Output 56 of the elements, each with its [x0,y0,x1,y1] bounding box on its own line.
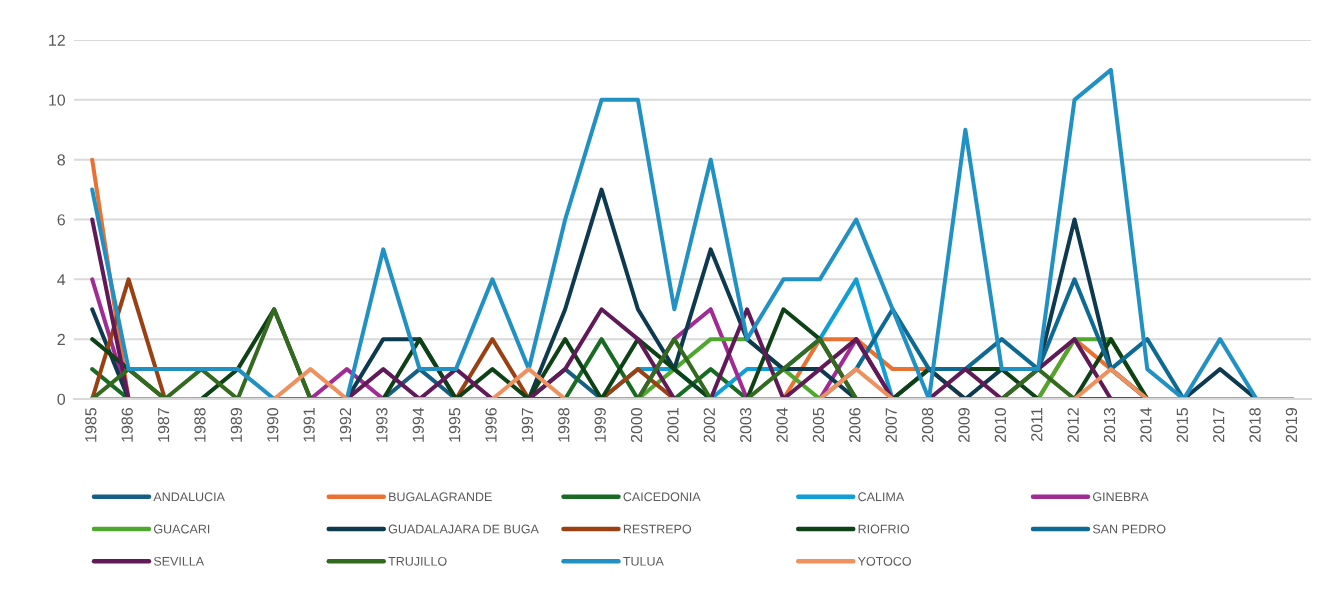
line-series [90,67,1259,399]
x-tick-label: 2006 [849,408,861,443]
y-tick-label: 8 [57,154,65,166]
x-tick-label: 2011 [1031,408,1043,441]
legend-label: TULUA [623,557,664,566]
x-tick-label: 2013 [1103,408,1116,443]
x-tick-label: 2004 [776,407,788,443]
y-tick-label: 4 [57,274,66,286]
legend-label: RESTREPO [623,524,692,534]
x-tick-label: 1988 [194,408,206,442]
x-tick-label: 1986 [121,408,133,442]
x-tick-label: 2018 [1249,408,1261,443]
x-tick-label: 1991 [303,408,315,442]
legend-label: CAICEDONIA [623,492,701,502]
y-tick-label: 10 [49,94,66,106]
x-tick-label: 1992 [339,408,352,442]
x-tick-label: 2002 [703,408,715,443]
x-tick-label: 1998 [558,408,570,442]
x-tick-label: 2009 [958,408,970,443]
legend-label: YOTOCO [857,556,911,566]
x-tick-label: 1993 [376,408,388,442]
y-tick-label: 12 [49,34,65,46]
legend-label: ANDALUCIA [153,492,225,502]
x-tick-label: 2001 [667,408,679,443]
legend-label: RIOFRIO [858,524,910,534]
x-tick-label: 1994 [412,407,424,442]
x-tick-label: 1985 [85,408,97,442]
legend-label: BUGALAGRANDE [389,492,492,502]
legend-label: CALIMA [858,492,905,502]
x-tick-label: 2007 [885,408,897,443]
x-tick-label: 1990 [267,407,279,442]
x-tick-label: 2017 [1213,408,1225,443]
legend-label: GUACARI [154,524,210,534]
x-tick-label: 1989 [230,408,243,442]
x-tick-label: 1995 [448,408,461,442]
legend-label: GUADALAJARA DE BUGA [388,524,539,534]
x-tick-label: 2005 [812,408,825,443]
x-tick-label: 2000 [630,407,643,443]
y-tick-label: 6 [57,214,65,226]
x-tick-label: 2012 [1067,408,1079,443]
x-tick-label: 1996 [485,408,497,442]
x-tick-label: 2008 [921,408,934,443]
y-tick-label: 0 [57,393,66,405]
legend-label: SEVILLA [153,556,205,566]
legend-label: SAN PEDRO [1092,524,1166,534]
x-tick-label: 1987 [157,408,170,442]
x-tick-label: 2019 [1285,408,1298,443]
x-tick-label: 2003 [740,408,752,443]
x-tick-label: 1997 [521,408,534,442]
x-tick-label: 2014 [1140,407,1152,443]
x-tick-label: 2015 [1176,408,1188,443]
legend-label: TRUJILLO [388,556,447,566]
legend-label: GINEBRA [1093,492,1149,502]
x-tick-label: 2010 [994,407,1007,443]
y-tick-label: 2 [57,333,65,345]
x-tick-label: 1999 [594,408,606,442]
